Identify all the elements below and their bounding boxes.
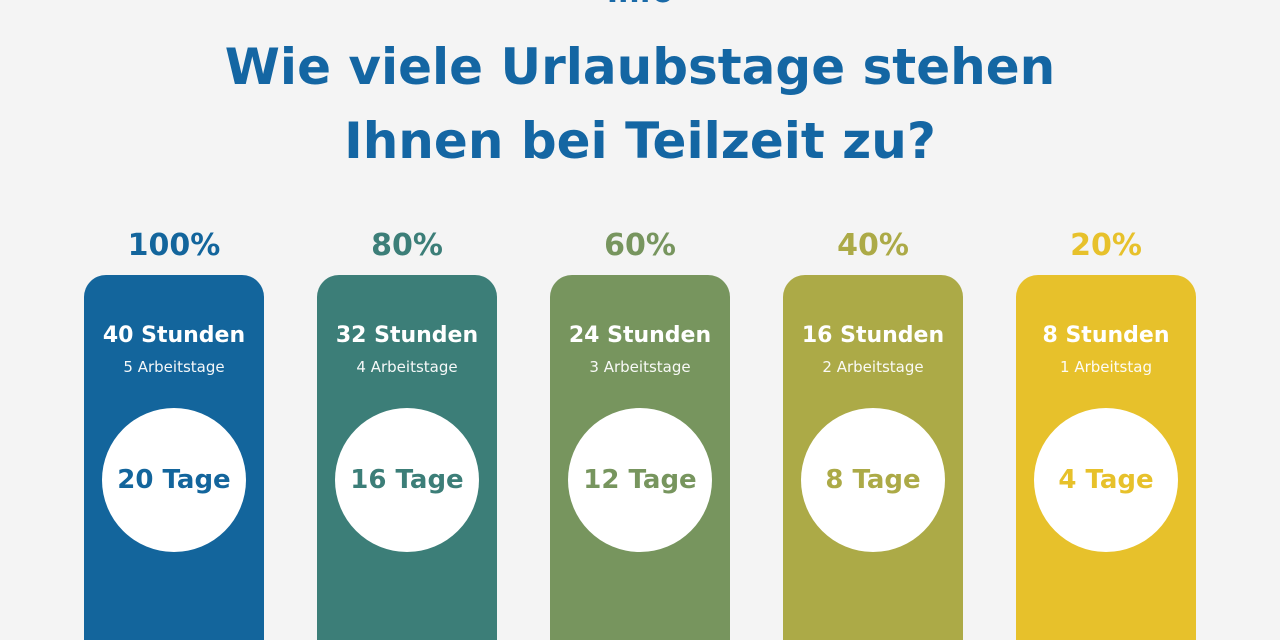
vacation-circle: 4 Tage — [1034, 408, 1178, 552]
vacation-days-label: 20 Tage — [117, 465, 231, 495]
workdays-label: 1 Arbeitstag — [1060, 358, 1152, 376]
title-line-1: Wie viele Urlaubstage stehen — [224, 38, 1056, 96]
column-60: 60% 24 Stunden 3 Arbeitstage 12 Tage — [550, 228, 730, 640]
info-card: 16 Stunden 2 Arbeitstage 8 Tage — [783, 275, 963, 640]
hours-label: 16 Stunden — [801, 323, 945, 348]
workdays-label: 5 Arbeitstage — [123, 358, 225, 376]
title-line-2: Ihnen bei Teilzeit zu? — [344, 112, 936, 170]
column-100: 100% 40 Stunden 5 Arbeitstage 20 Tage — [84, 228, 264, 640]
vacation-days-label: 16 Tage — [350, 465, 464, 495]
workdays-label: 3 Arbeitstage — [589, 358, 691, 376]
percent-label: 20% — [1070, 228, 1142, 263]
info-card: 8 Stunden 1 Arbeitstag 4 Tage — [1016, 275, 1196, 640]
column-40: 40% 16 Stunden 2 Arbeitstage 8 Tage — [783, 228, 963, 640]
vacation-circle: 8 Tage — [801, 408, 945, 552]
percent-label: 100% — [127, 228, 221, 263]
info-card: 40 Stunden 5 Arbeitstage 20 Tage — [84, 275, 264, 640]
hours-label: 32 Stunden — [335, 323, 479, 348]
percent-label: 60% — [604, 228, 676, 263]
workdays-label: 4 Arbeitstage — [356, 358, 458, 376]
percent-label: 80% — [371, 228, 443, 263]
vacation-circle: 20 Tage — [102, 408, 246, 552]
workdays-label: 2 Arbeitstage — [822, 358, 924, 376]
info-card: 32 Stunden 4 Arbeitstage 16 Tage — [317, 275, 497, 640]
hours-label: 24 Stunden — [568, 323, 712, 348]
vacation-days-label: 12 Tage — [583, 465, 697, 495]
hours-label: 40 Stunden — [102, 323, 246, 348]
page-title: Wie viele Urlaubstage stehen Ihnen bei T… — [0, 30, 1280, 178]
percent-label: 40% — [837, 228, 909, 263]
hours-label: 8 Stunden — [1042, 323, 1170, 348]
info-card: 24 Stunden 3 Arbeitstage 12 Tage — [550, 275, 730, 640]
column-20: 20% 8 Stunden 1 Arbeitstag 4 Tage — [1016, 228, 1196, 640]
cut-off-heading: Info — [0, 0, 1280, 8]
vacation-circle: 12 Tage — [568, 408, 712, 552]
vacation-days-label: 4 Tage — [1058, 465, 1154, 495]
vacation-days-label: 8 Tage — [825, 465, 921, 495]
column-80: 80% 32 Stunden 4 Arbeitstage 16 Tage — [317, 228, 497, 640]
vacation-circle: 16 Tage — [335, 408, 479, 552]
